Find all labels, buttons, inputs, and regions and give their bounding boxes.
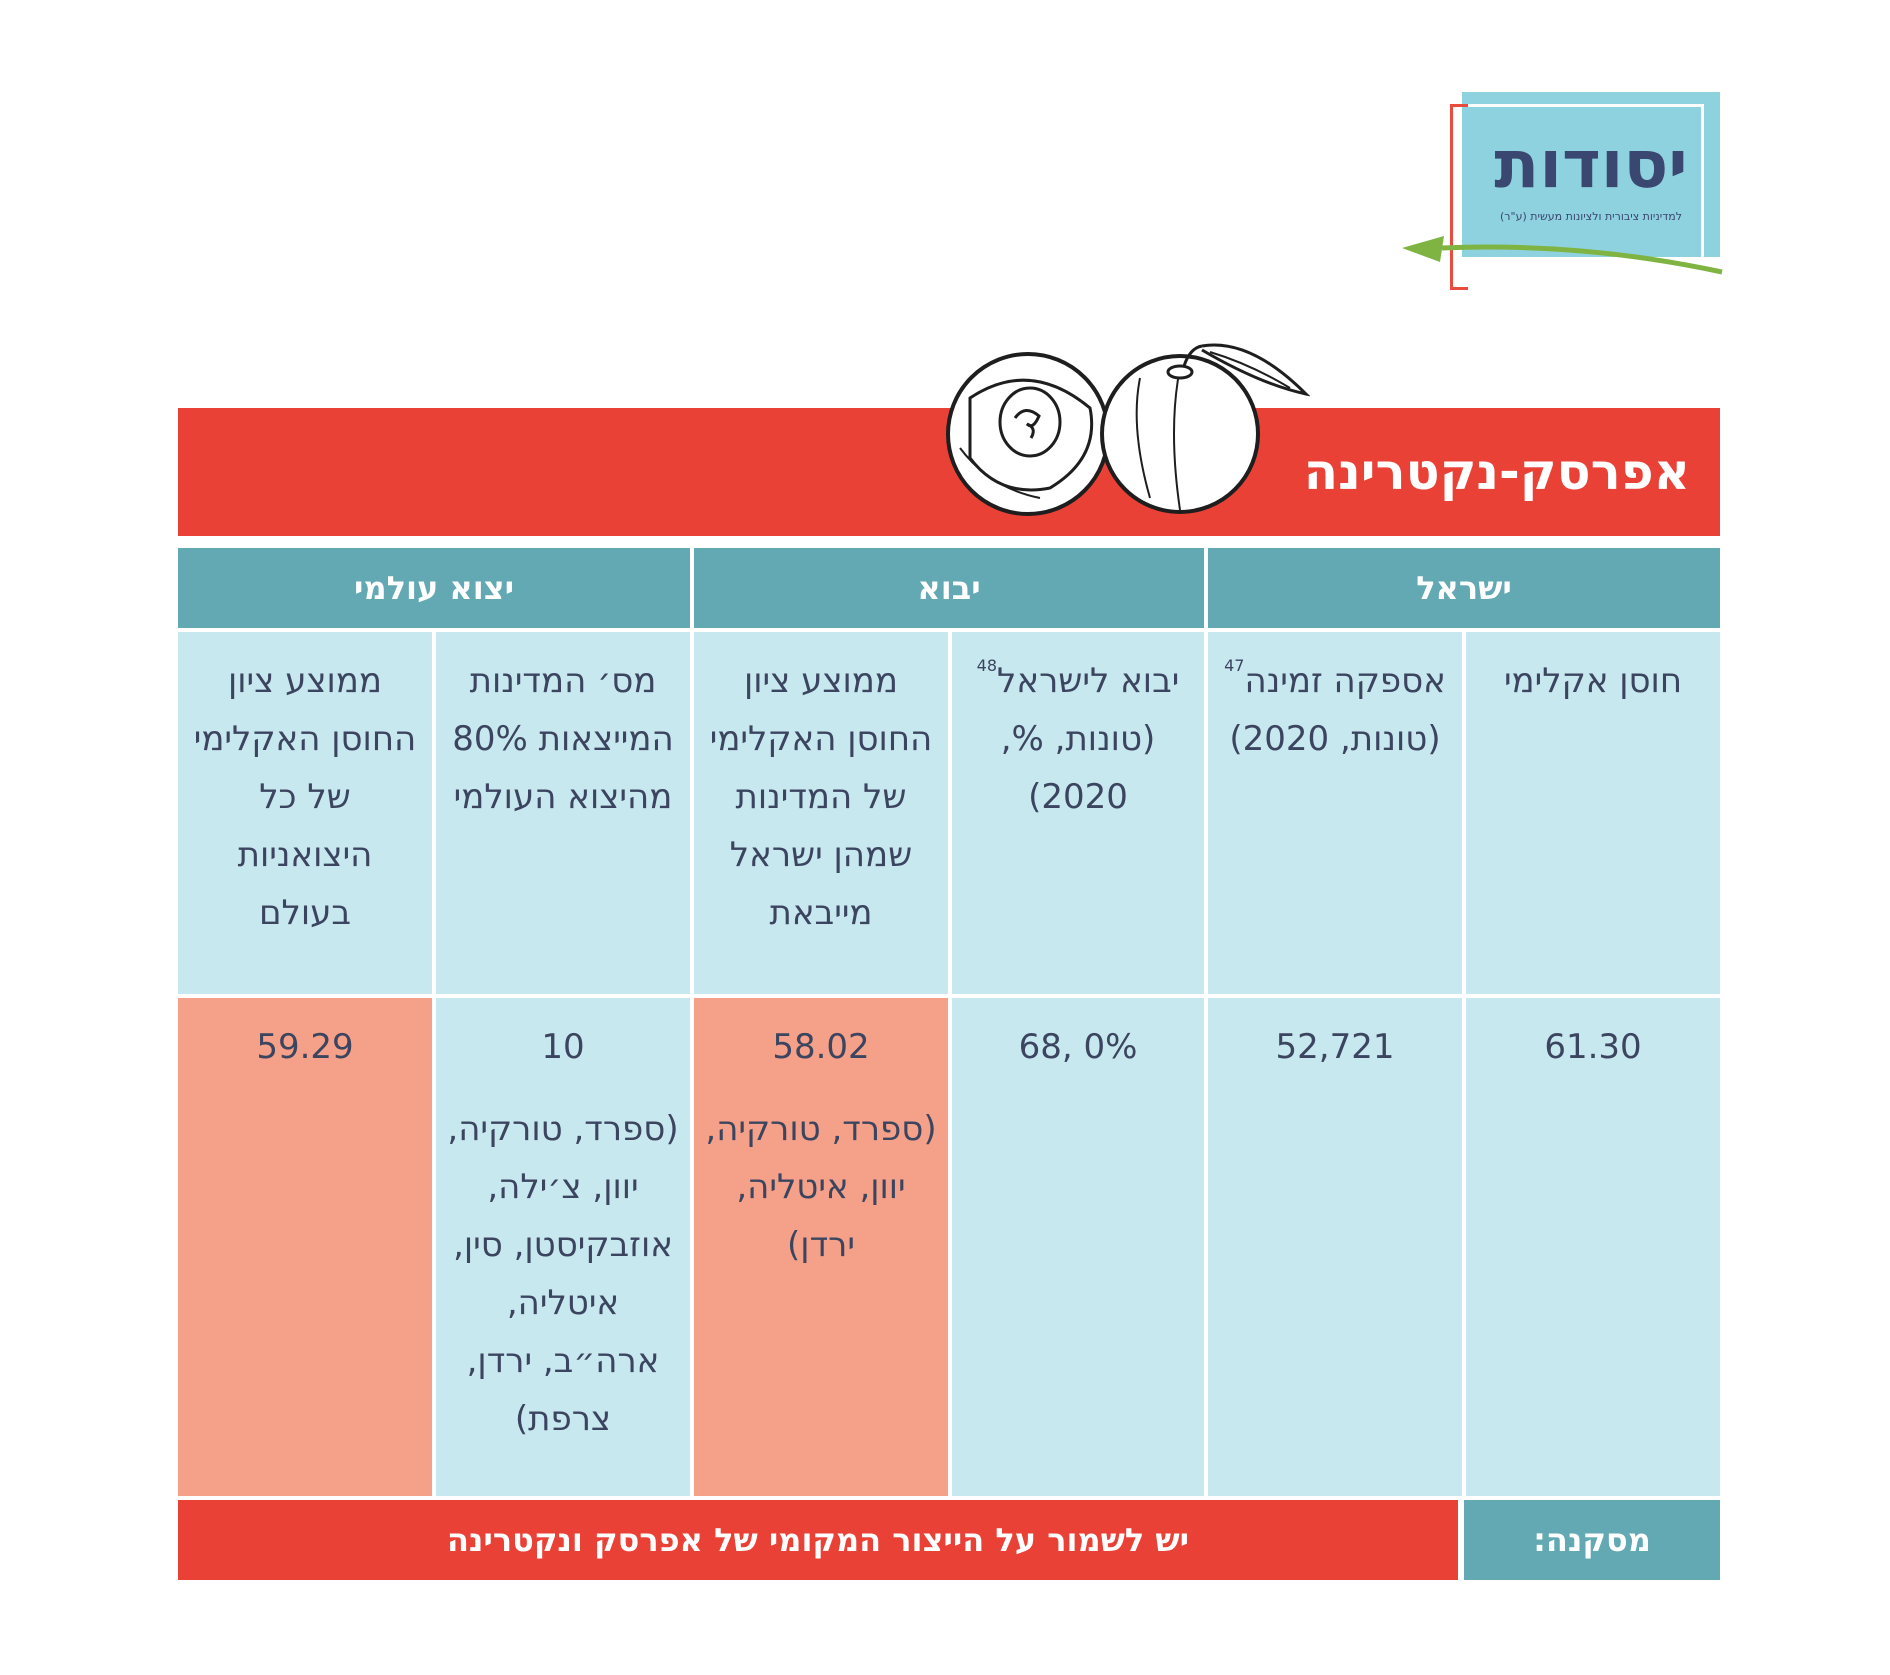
subheader-world-avg-index: ממוצע ציון החוסן האקלימי של כל היצואניות… — [178, 632, 432, 994]
subheader-import-to-israel-text: יבוא לישראל — [997, 661, 1180, 701]
header-import: יבוא — [694, 548, 1204, 628]
footnote-ref-48: 48 — [976, 656, 998, 675]
value-climate-resilience-text: 61.30 — [1544, 1027, 1642, 1067]
value-climate-resilience: 61.30 — [1466, 998, 1720, 1496]
footnote-ref-47: 47 — [1224, 656, 1245, 675]
subheader-import-avg-index-text: ממוצע ציון החוסן האקלימי של המדינות שמהן… — [709, 661, 933, 933]
logo-red-frame — [1450, 104, 1468, 290]
peach-illustration-icon — [946, 343, 1310, 516]
subheader-exporters-count: מס׳ המדינות המייצאות 80% מהיצוא העולמי — [436, 632, 690, 994]
value-world-avg-index-text: 59.29 — [256, 1027, 354, 1067]
value-exporter-countries: (ספרד, טורקיה, יוון, צ׳ילה, אוזבקיסטן, ס… — [447, 1109, 679, 1439]
logo-arrow-icon — [1402, 236, 1723, 275]
value-import-avg-index-text: 58.02 — [772, 1027, 870, 1067]
subheader-local-supply-units: (טונות, 2020) — [1229, 719, 1441, 759]
logo-frame — [1448, 104, 1704, 274]
subheader-import-to-israel-units: (טונות, %, 2020) — [1000, 719, 1156, 817]
subheader-climate-resilience: חוסן אקלימי — [1466, 632, 1720, 994]
conclusion-text: יש לשמור על הייצור המקומי של אפרסק ונקטר… — [178, 1500, 1458, 1580]
logo-name: יסודות — [1494, 126, 1688, 203]
value-import-to-israel-text: 0% ,68 — [1018, 1027, 1138, 1067]
logo: יסודות למדיניות ציבורית ולציונות מעשית (… — [1402, 92, 1723, 292]
value-local-supply-text: 52,721 — [1275, 1027, 1395, 1067]
page-title: אפרסק-נקטרינה — [1303, 443, 1690, 501]
conclusion-label: מסקנה: — [1464, 1500, 1720, 1580]
header-israel: ישראל — [1208, 548, 1720, 628]
subheader-import-to-israel: יבוא לישראל48 (טונות, %, 2020) — [952, 632, 1204, 994]
header-world-export: יצוא עולמי — [178, 548, 690, 628]
value-exporters-count: 10 (ספרד, טורקיה, יוון, צ׳ילה, אוזבקיסטן… — [436, 998, 690, 1496]
subheader-exporters-count-text: מס׳ המדינות המייצאות 80% מהיצוא העולמי — [452, 661, 674, 817]
value-import-to-israel: 0% ,68 — [952, 998, 1204, 1496]
value-local-supply: 52,721 — [1208, 998, 1462, 1496]
subheader-local-supply: אספקה זמינה47 (טונות, 2020) — [1208, 632, 1462, 994]
subheader-import-avg-index: ממוצע ציון החוסן האקלימי של המדינות שמהן… — [694, 632, 948, 994]
value-import-countries: (ספרד, טורקיה, יוון, איטליה, ירדן) — [705, 1109, 937, 1265]
subheader-climate-resilience-text: חוסן אקלימי — [1503, 661, 1683, 701]
value-exporters-count-text: 10 — [541, 1027, 585, 1067]
subheader-world-avg-index-text: ממוצע ציון החוסן האקלימי של כל היצואניות… — [193, 661, 417, 933]
logo-background — [1462, 92, 1720, 257]
logo-tagline: למדיניות ציבורית ולציונות מעשית (ע"ר) — [1500, 210, 1682, 223]
value-import-avg-index: 58.02 (ספרד, טורקיה, יוון, איטליה, ירדן) — [694, 998, 948, 1496]
subheader-local-supply-text: אספקה זמינה — [1244, 661, 1446, 701]
value-world-avg-index: 59.29 — [178, 998, 432, 1496]
